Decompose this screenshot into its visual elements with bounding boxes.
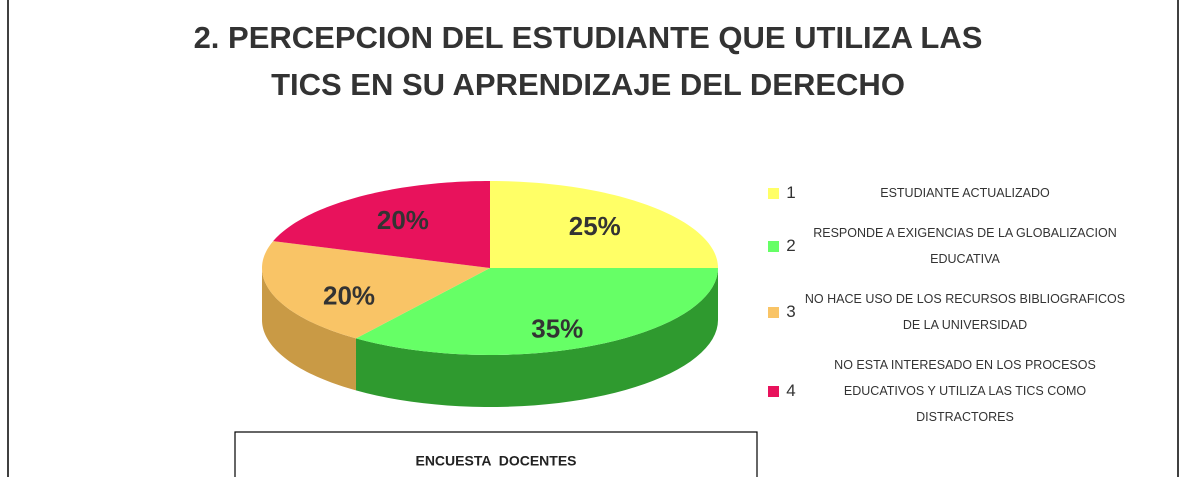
legend-item: 2 RESPONDE A EXIGENCIAS DE LA GLOBALIZACI… [768, 220, 1168, 272]
legend-label: NO HACE USO DE LOS RECURSOS BIBLIOGRAFIC… [804, 292, 1126, 332]
legend-swatch [768, 240, 779, 252]
legend: 1 ESTUDIANTE ACTUALIZADO 2 RESPONDE A EXIGE… [768, 180, 1168, 444]
legend-label: RESPONDE A EXIGENCIAS DE LA GLOBALIZACIO… [813, 226, 1117, 266]
legend-swatch [768, 385, 779, 397]
legend-number: 1 [786, 183, 796, 202]
pie: 25% 35% 20% 20% [262, 181, 718, 407]
legend-swatch [768, 187, 779, 199]
pie-slice [490, 181, 718, 268]
data-label: 20% [323, 280, 375, 310]
data-label: 20% [377, 205, 429, 235]
footer-box [234, 431, 758, 477]
legend-item: 3 NO HACE USO DE LOS RECURSOS BIBLIOGRAFI… [768, 286, 1168, 338]
legend-label: NO ESTA INTERESADO EN LOS PROCESOS EDUCA… [834, 358, 1096, 424]
chart-title: TICS EN SU APRENDIZAJE DEL DERECHO [271, 67, 905, 102]
legend-number: 4 [786, 381, 796, 400]
legend-label: ESTUDIANTE ACTUALIZADO [880, 186, 1050, 200]
legend-item: 1 ESTUDIANTE ACTUALIZADO [768, 180, 1168, 206]
legend-number: 2 [786, 236, 796, 255]
legend-number: 3 [786, 302, 796, 321]
pie-side [355, 268, 718, 407]
legend-item: 4 NO ESTA INTERESADO EN LOS PROCESOS EDUC… [768, 352, 1168, 430]
chart-title: 2. PERCEPCION DEL ESTUDIANTE QUE UTILIZA… [194, 20, 983, 55]
footer: ENCUESTA DOCENTES [415, 453, 576, 469]
pie-slice [262, 241, 490, 339]
data-label: 25% [569, 211, 621, 241]
pie-slice [273, 181, 490, 268]
pie-side [262, 268, 356, 391]
data-label: 35% [531, 313, 583, 343]
legend-swatch [768, 306, 779, 318]
pie-slice [355, 268, 718, 355]
